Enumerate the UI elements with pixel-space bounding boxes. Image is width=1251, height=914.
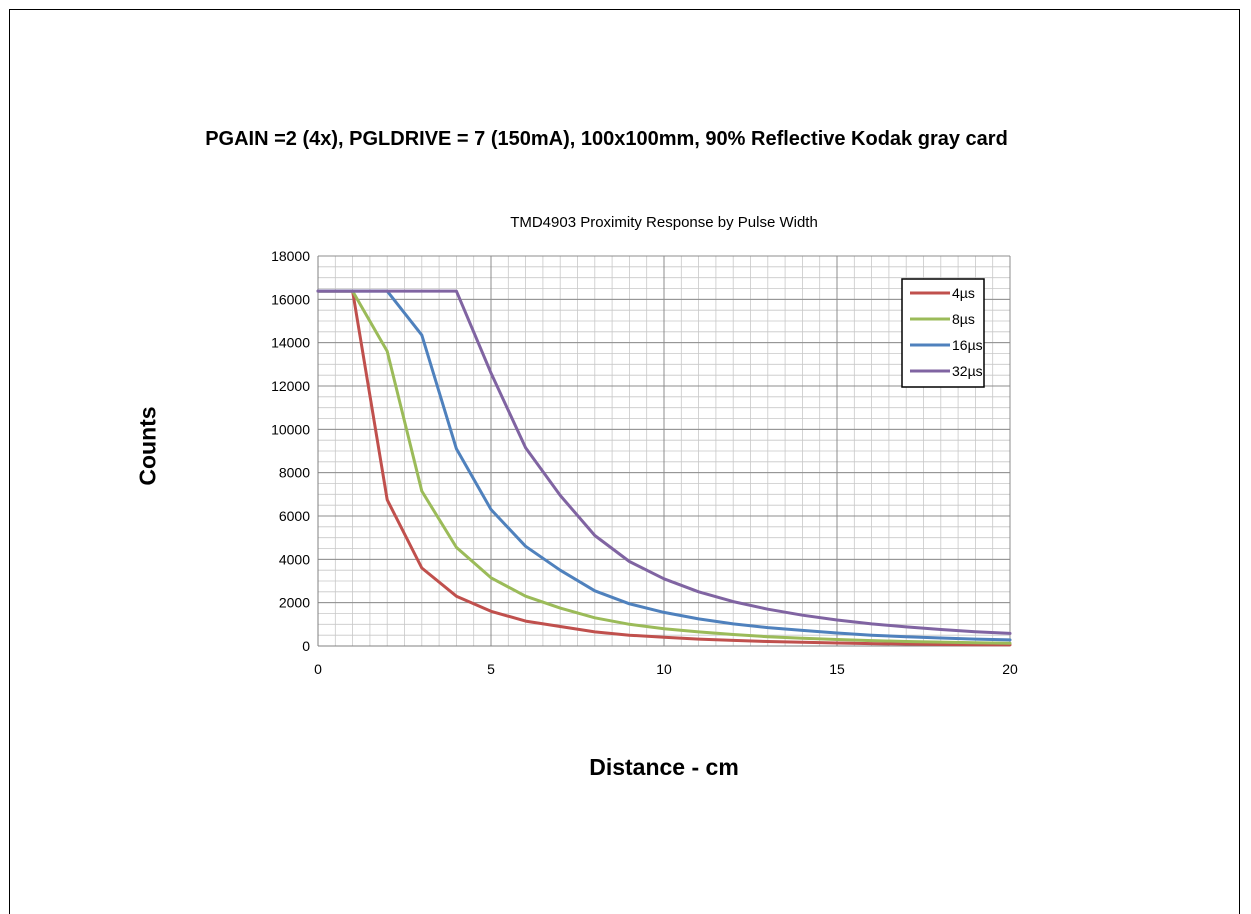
y-tick-label: 18000 <box>271 248 310 264</box>
y-tick-label: 0 <box>302 638 310 654</box>
y-tick-label: 8000 <box>279 465 310 481</box>
x-tick-label: 5 <box>487 661 495 677</box>
y-tick-label: 4000 <box>279 551 310 567</box>
series-line-3 <box>316 289 1012 635</box>
series-line-2 <box>316 289 1012 642</box>
legend-label-2: 16µs <box>952 337 983 353</box>
y-tick-label: 2000 <box>279 595 310 611</box>
chart-frame <box>9 9 1240 914</box>
y-tick-label: 10000 <box>271 421 310 437</box>
x-tick-label: 10 <box>656 661 672 677</box>
legend-label-1: 8µs <box>952 311 975 327</box>
x-tick-label: 15 <box>829 661 845 677</box>
legend-box <box>901 278 985 388</box>
x-tick-label: 20 <box>1002 661 1018 677</box>
series-line-1 <box>316 289 1012 645</box>
legend-label-3: 32µs <box>952 363 983 379</box>
y-tick-label: 16000 <box>271 291 310 307</box>
x-tick-label: 0 <box>314 661 322 677</box>
page-heading: PGAIN =2 (4x), PGLDRIVE = 7 (150mA), 100… <box>205 128 1008 150</box>
legend-label-0: 4µs <box>952 285 975 301</box>
y-tick-label: 12000 <box>271 378 310 394</box>
y-tick-label: 14000 <box>271 335 310 351</box>
chart-title: TMD4903 Proximity Response by Pulse Widt… <box>510 214 818 231</box>
y-tick-label: 6000 <box>279 508 310 524</box>
x-axis-label: Distance - cm <box>589 754 739 780</box>
series-line-0 <box>316 289 1012 647</box>
